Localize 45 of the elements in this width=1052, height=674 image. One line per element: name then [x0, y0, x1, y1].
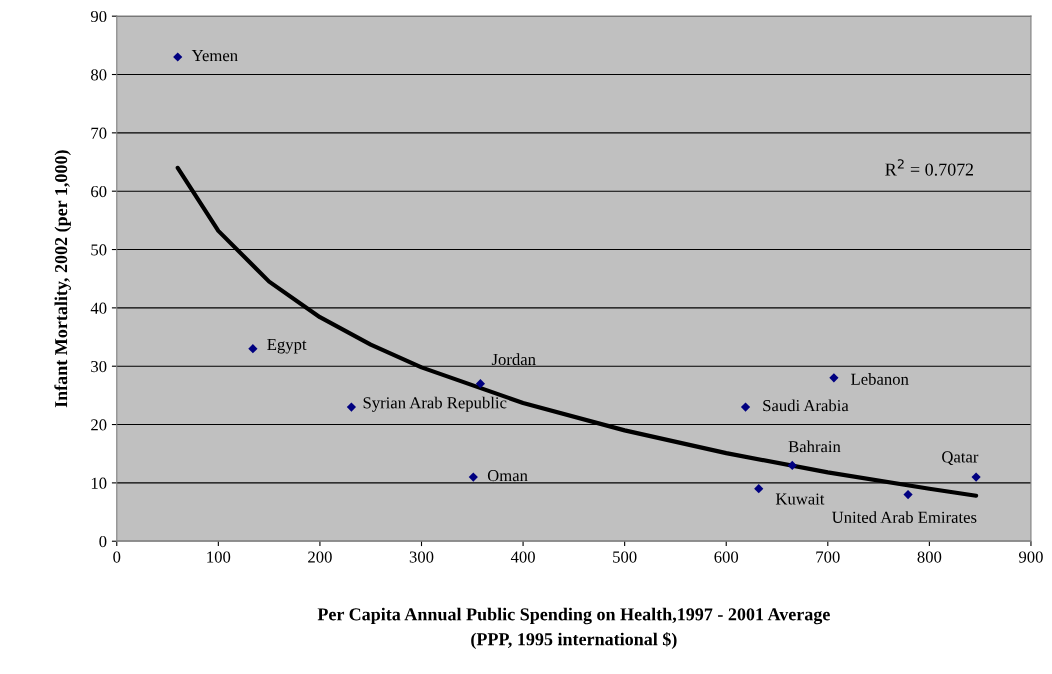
x-tick-label: 0 — [113, 551, 121, 563]
annotation: Egypt — [267, 338, 307, 354]
annotation: Yemen — [191, 50, 238, 62]
y-tick-label: 90 — [90, 10, 107, 23]
point — [971, 472, 981, 482]
y-tick-label: 80 — [91, 69, 107, 81]
x-tick-label: 900 — [1019, 551, 1043, 563]
y-tick-label: 0 — [99, 535, 107, 548]
y-tick-label: 20 — [91, 419, 107, 431]
annotation: Lebanon — [851, 373, 909, 385]
annotation: Kuwait — [775, 493, 825, 505]
x-tick-label: 400 — [510, 551, 535, 563]
x-tick-label: 700 — [816, 551, 840, 563]
annotation: Syrian Arab Republic — [363, 396, 507, 412]
point — [475, 379, 486, 389]
point — [740, 402, 751, 412]
x-tick-label: 200 — [308, 551, 332, 563]
annotation: R$^{2}$ = 0.7072 — [885, 159, 973, 176]
annotation: Bahrain — [788, 440, 841, 453]
annotation: Oman — [487, 470, 528, 482]
point — [829, 373, 839, 383]
y-tick-label: 30 — [91, 360, 107, 373]
x-tick-label: 100 — [207, 551, 231, 563]
y-tick-label: 10 — [91, 477, 107, 489]
y-tick-label: 60 — [91, 185, 107, 198]
point — [754, 484, 764, 494]
x-tick-label: 800 — [917, 551, 942, 563]
y-tick-label: 70 — [91, 127, 107, 139]
annotation: Saudi Arabia — [763, 399, 849, 412]
point — [787, 460, 797, 470]
y-tick-label: 50 — [91, 244, 107, 256]
point — [248, 344, 258, 354]
point — [903, 489, 913, 500]
annotation: Qatar — [942, 451, 979, 466]
annotation: Jordan — [491, 353, 536, 366]
point — [468, 472, 478, 482]
y-tick-label: 40 — [90, 302, 107, 314]
x-tick-label: 300 — [409, 551, 434, 563]
x-tick-label: 500 — [613, 551, 637, 563]
annotation: United Arab Emirates — [832, 511, 977, 523]
point — [346, 402, 357, 412]
x-tick-label: 600 — [714, 551, 739, 563]
point — [173, 52, 183, 62]
x-axis-title: Per Capita Annual Public Spending on Health,1997 - 2001 Average (PPP, 1995 international $) — [317, 607, 830, 649]
y-axis-title: Infant Mortality, 2002 (per 1,000) — [54, 150, 71, 408]
